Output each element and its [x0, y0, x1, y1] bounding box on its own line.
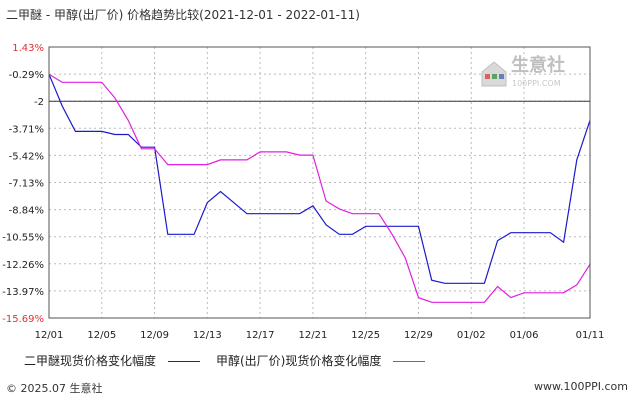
- x-tick-label: 12/01: [35, 330, 64, 341]
- grid-layer: [49, 47, 590, 318]
- legend-label-methanol: 甲醇(出厂价)现货价格变化幅度: [216, 354, 382, 368]
- legend-item-methanol: 甲醇(出厂价)现货价格变化幅度: [216, 352, 426, 369]
- series-line-methanol: [48, 73, 591, 303]
- chart-title: 二甲醚 - 甲醇(出厂价) 价格趋势比较(2021-12-01 - 2022-0…: [6, 8, 360, 22]
- y-tick-label: -2: [34, 97, 44, 108]
- y-tick-label: -3.71%: [9, 124, 44, 135]
- y-tick-label: -8.84%: [9, 206, 44, 217]
- x-tick-label: 12/05: [87, 330, 116, 341]
- plot-frame: [48, 46, 591, 319]
- footer-site-link[interactable]: www.100PPI.com: [534, 380, 628, 393]
- y-tick-label: -13.97%: [2, 287, 44, 298]
- y-tick-label: -0.29%: [9, 70, 44, 81]
- x-tick-label: 12/25: [351, 330, 380, 341]
- x-tick-label: 01/06: [510, 330, 539, 341]
- y-tick-label: -15.69%: [2, 314, 44, 325]
- y-tick-label: -12.26%: [2, 260, 44, 271]
- watermark-name: 生意社: [511, 54, 565, 76]
- y-tick-label: -10.55%: [2, 233, 44, 244]
- x-tick-label: 12/17: [246, 330, 275, 341]
- x-tick-label: 01/02: [457, 330, 486, 341]
- x-tick-label: 12/09: [140, 330, 169, 341]
- watermark: 生意社 100PPI.COM: [481, 54, 565, 88]
- x-tick-label: 12/21: [298, 330, 327, 341]
- legend-label-dme: 二甲醚现货价格变化幅度: [24, 354, 157, 368]
- legend-swatch-methanol: [393, 361, 426, 362]
- watermark-url: 100PPI.COM: [512, 79, 561, 88]
- x-tick-label: 12/29: [404, 330, 433, 341]
- legend-item-dme: 二甲醚现货价格变化幅度: [24, 352, 200, 369]
- y-tick-label: -7.13%: [9, 179, 44, 190]
- legend-swatch-dme: [167, 361, 200, 362]
- y-tick-label: 1.43%: [12, 43, 44, 54]
- axis-layer: 1.43% -0.29% -2 -3.71% -5.42% -7.13% -8.84% -10…: [2, 43, 604, 341]
- y-tick-label: -5.42%: [9, 151, 44, 162]
- footer-copyright: © 2025.07 生意社: [6, 382, 103, 395]
- series-layer: [48, 73, 591, 303]
- x-tick-label: 12/13: [193, 330, 222, 341]
- x-tick-label: 01/11: [576, 330, 605, 341]
